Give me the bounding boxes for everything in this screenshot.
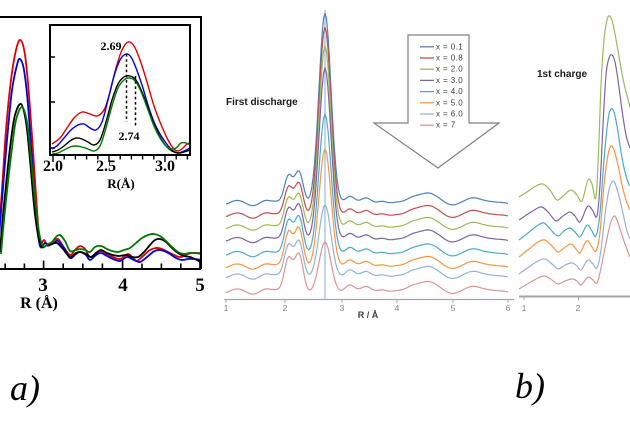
svg-text:x = 4.0: x = 4.0 [436, 87, 463, 96]
svg-text:2.69: 2.69 [101, 39, 122, 53]
svg-text:b): b) [515, 366, 545, 406]
svg-text:2.0: 2.0 [43, 158, 63, 175]
svg-text:x = 6.0: x = 6.0 [436, 110, 463, 119]
svg-text:5: 5 [451, 303, 456, 313]
svg-text:x = 0.1: x = 0.1 [436, 42, 463, 51]
svg-text:5: 5 [195, 275, 205, 296]
svg-text:First discharge: First discharge [226, 97, 298, 108]
svg-text:6: 6 [506, 303, 511, 313]
svg-text:1st charge: 1st charge [537, 69, 587, 80]
svg-text:2: 2 [283, 303, 288, 313]
svg-text:x = 2.0: x = 2.0 [436, 65, 463, 74]
svg-text:x = 0.8: x = 0.8 [436, 54, 463, 63]
svg-text:a): a) [10, 368, 40, 408]
svg-text:R(Å): R(Å) [107, 176, 134, 191]
svg-text:1: 1 [522, 303, 527, 313]
svg-text:R / Å: R / Å [358, 310, 379, 320]
svg-text:x = 3.0: x = 3.0 [436, 76, 463, 85]
svg-text:4: 4 [118, 275, 128, 296]
svg-text:2.74: 2.74 [119, 129, 140, 143]
svg-text:3: 3 [340, 303, 345, 313]
svg-text:2: 2 [576, 303, 581, 313]
svg-text:1: 1 [224, 303, 229, 313]
svg-text:3: 3 [38, 275, 48, 296]
svg-text:x = 7: x = 7 [436, 121, 456, 130]
svg-text:R (Å): R (Å) [20, 294, 58, 312]
svg-text:4: 4 [395, 303, 400, 313]
svg-text:x = 5.0: x = 5.0 [436, 98, 463, 107]
svg-text:3.0: 3.0 [155, 158, 175, 175]
svg-text:2.5: 2.5 [96, 158, 116, 175]
